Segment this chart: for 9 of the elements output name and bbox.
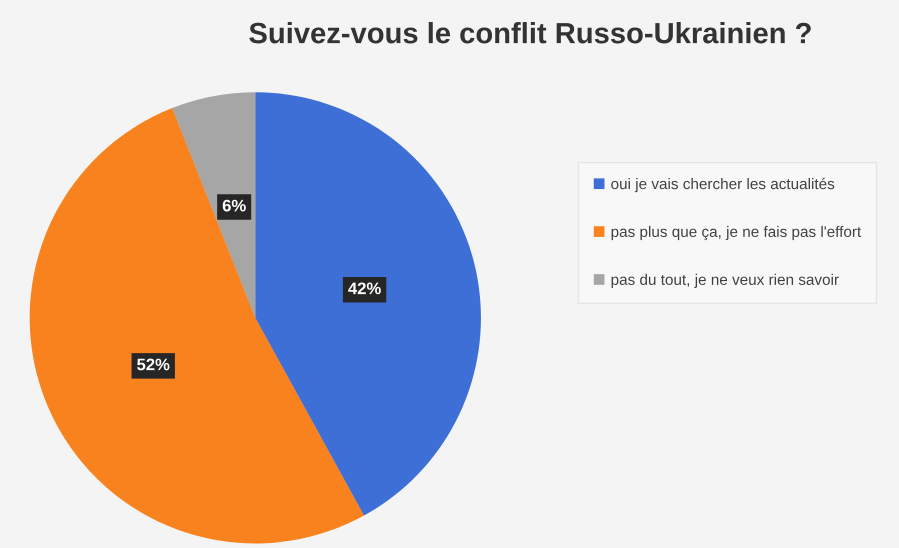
legend-label: pas du tout, je ne veux rien savoir — [612, 274, 839, 288]
data-label: 52% — [137, 358, 170, 370]
legend-label: oui je vais chercher les actualités — [611, 178, 834, 192]
data-label: 6% — [222, 200, 246, 212]
chart-title: Suivez-vous le conflit Russo-Ukrainien ? — [249, 22, 811, 44]
pie-slice — [172, 92, 256, 318]
data-label: 42% — [348, 282, 381, 294]
pie-slice — [255, 92, 481, 516]
legend-label: pas plus que ça, je ne fais pas l'effort — [612, 226, 862, 240]
